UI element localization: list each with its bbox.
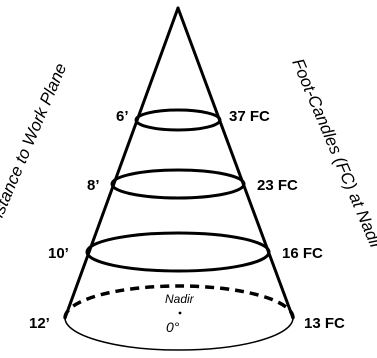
nadir-label: Nadir: [165, 292, 195, 306]
cone-base-front: [64, 317, 294, 351]
distance-axis-label: Distance to Work Plane: [0, 60, 70, 231]
distance-label-6ft: 6’: [116, 108, 129, 125]
distance-label-10ft: 10’: [48, 245, 69, 262]
distance-label-8ft: 8’: [87, 177, 100, 194]
fc-label-12ft: 13 FC: [304, 315, 345, 332]
cone-right-edge: [176, 6, 295, 320]
nadir-angle: 0°: [166, 319, 180, 335]
fc-label-8ft: 23 FC: [257, 177, 298, 194]
fc-axis-label: Foot-Candles (FC) at Nadir: [288, 56, 377, 253]
cone-left-edge: [63, 6, 180, 320]
fc-label-10ft: 16 FC: [282, 245, 323, 262]
cone-ring-8ft: [110, 168, 246, 200]
cone-ring-6ft: [134, 108, 222, 132]
distance-label-12ft: 12’: [29, 315, 50, 332]
cone-base-back-dashed: [63, 284, 295, 319]
cone-ring-10ft: [85, 231, 271, 273]
nadir-point: [178, 311, 182, 315]
fc-label-6ft: 37 FC: [229, 108, 270, 125]
